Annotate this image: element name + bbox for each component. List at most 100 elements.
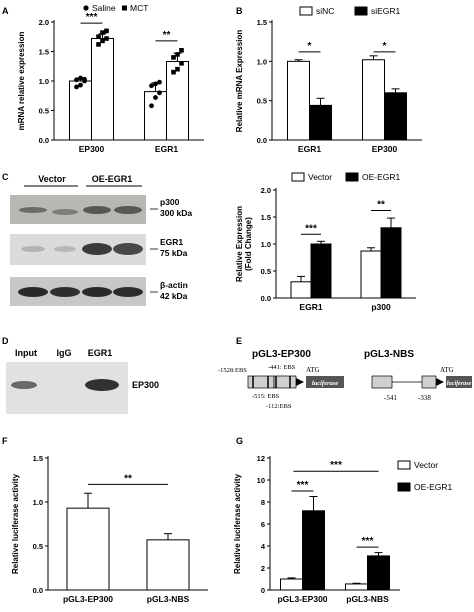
construct-2-title: pGL3-NBS: [364, 349, 414, 360]
blot-d-band-label: EP300: [132, 380, 159, 390]
panel-letter-g: G: [236, 436, 243, 446]
significance-label: **: [163, 30, 171, 41]
data-point: [78, 75, 83, 81]
construct-2-luciferase-label: luciferase: [447, 381, 472, 387]
blot-d-lane-igg: IgG: [57, 348, 72, 358]
chart-a: 0.0 0.5 1.0 1.5 2.0 mRNA relative expression E…: [17, 3, 204, 154]
blot-c-actin-band: [18, 287, 48, 297]
x-tick-label: EGR1: [155, 144, 178, 154]
legend-label: siNC: [316, 6, 334, 16]
y-tick-label: 4: [261, 542, 266, 551]
data-point: [157, 90, 162, 96]
construct-1-ebs-515: -515: EBS: [252, 393, 280, 400]
bar: [166, 61, 189, 141]
data-point: [153, 81, 158, 87]
y-axis-label: Relative luciferase activity: [233, 473, 242, 574]
data-point: [171, 69, 176, 75]
data-point: [74, 77, 79, 83]
y-tick-label: 8: [261, 498, 265, 507]
construct-1-title: pGL3-EP300: [252, 349, 311, 360]
chip-blot-d: Input IgG EGR1 EP300: [6, 348, 159, 414]
bar: [91, 38, 114, 141]
legend-label: Vector: [414, 460, 438, 470]
data-point: [157, 79, 162, 85]
y-axis-label: Relative luciferase activity: [11, 473, 20, 574]
panel-letter-e: E: [236, 336, 242, 346]
legend-swatch: [397, 482, 411, 492]
significance-label: ***: [330, 460, 342, 471]
construct-2-tss-arrow: [436, 378, 444, 386]
data-point: [104, 36, 109, 41]
chart-f: 0.0 0.5 1.0 1.5 Relative luciferase activity…: [11, 454, 208, 604]
blot-c-egr1-band: [82, 243, 112, 255]
y-tick-label: 6: [261, 520, 265, 529]
legend-label: MCT: [130, 3, 148, 13]
legend-swatch: [299, 6, 313, 16]
panel-letter-d: D: [2, 336, 9, 346]
significance-label: ***: [305, 223, 317, 234]
y-tick-label: 2.0: [261, 186, 271, 195]
bar: [309, 104, 332, 141]
blot-d-band-input: [11, 381, 37, 389]
bar: [280, 578, 303, 591]
legend-marker: [83, 5, 89, 11]
y-tick-label: 1.5: [261, 213, 271, 222]
significance-label: **: [124, 473, 132, 484]
y-tick-label: 0.5: [257, 97, 267, 106]
x-tick-label: pGL3-EP300: [63, 594, 113, 604]
chart-b: 0.0 0.5 1.0 1.5 Relative mRNA Expression EGR1…: [235, 6, 422, 154]
y-tick-label: 1.0: [39, 77, 49, 86]
y-tick-label: 1.5: [257, 18, 267, 27]
blot-c-p300-band: [52, 209, 78, 215]
blot-d-lane-input: Input: [15, 348, 37, 358]
data-point: [149, 83, 154, 89]
chart-c: 0.0 0.5 1.0 1.5 2.0 Relative Expression (Fold …: [235, 172, 416, 312]
x-tick-label: pGL3-EP300: [277, 594, 327, 604]
x-tick-label: p300: [371, 302, 391, 312]
bar: [290, 281, 312, 299]
y-tick-label: 12: [257, 454, 265, 463]
legend-label: Vector: [308, 172, 332, 182]
blot-c-protein-p300: p300: [160, 197, 180, 207]
panel-letter-b: B: [236, 6, 243, 16]
x-tick-label: EGR1: [298, 144, 321, 154]
bar: [362, 59, 385, 141]
blot-c-egr1-band: [113, 243, 143, 255]
data-point: [153, 95, 158, 100]
y-tick-label: 0.0: [261, 294, 271, 303]
blot-c-p300-band: [83, 206, 111, 214]
blot-c-size-actin: 42 kDa: [160, 291, 188, 301]
blot-d-band-egr1: [85, 379, 119, 391]
construct-1-luciferase: [306, 376, 344, 388]
bar: [384, 92, 407, 141]
blot-c-p300-band: [19, 207, 47, 213]
construct-1-ebs-441: -441: EBS: [268, 364, 296, 371]
construct-2-luciferase: [446, 376, 472, 388]
construct-1-promoter: [247, 375, 275, 389]
panel-letter-f: F: [2, 436, 8, 446]
bar: [380, 227, 402, 299]
legend-label: Saline: [92, 3, 116, 13]
data-point: [179, 61, 184, 66]
data-point: [74, 84, 79, 90]
bar: [146, 539, 190, 591]
y-tick-label: 0: [261, 586, 265, 595]
x-tick-label: EP300: [79, 144, 105, 154]
construct-1-tss-arrow: [296, 378, 304, 386]
data-point: [82, 76, 87, 82]
construct-2-fragment: [371, 375, 393, 389]
bar: [69, 80, 92, 141]
legend-label: OE-EGR1: [362, 172, 401, 182]
data-point: [96, 34, 101, 40]
x-tick-label: pGL3-NBS: [147, 594, 190, 604]
blot-c-protein-actin: β-actin: [160, 280, 188, 290]
blot-c-size-p300: 300 kDa: [160, 208, 192, 218]
bar: [310, 243, 332, 299]
y-tick-label: 0.5: [39, 107, 49, 116]
significance-label: ***: [362, 536, 374, 547]
western-blot-c: Vector OE-EGR1 p300 300 kDa EGR1 75 kDa …: [10, 174, 192, 306]
data-point: [100, 38, 105, 44]
legend-swatch: [397, 460, 411, 470]
y-axis-label: (Fold Change): [244, 217, 253, 271]
